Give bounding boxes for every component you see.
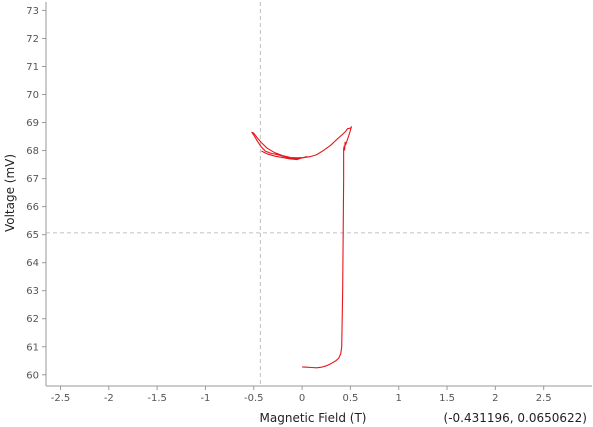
y-tick-label: 61 bbox=[26, 342, 39, 353]
y-tick-label: 63 bbox=[26, 286, 39, 297]
y-tick-label: 73 bbox=[26, 6, 39, 17]
crosshair bbox=[46, 2, 592, 386]
y-tick-label: 60 bbox=[26, 370, 39, 381]
y-tick-label: 66 bbox=[26, 202, 39, 213]
x-tick-label: -1 bbox=[200, 393, 210, 404]
y-tick-label: 67 bbox=[26, 174, 39, 185]
x-tick-label: 2.5 bbox=[536, 393, 552, 404]
x-tick-label: -2.5 bbox=[51, 393, 71, 404]
y-axis-ticks: 60 61 62 63 64 65 66 67 68 69 70 71 72 73 bbox=[26, 6, 46, 381]
axes bbox=[45, 2, 592, 387]
y-tick-label: 69 bbox=[26, 118, 39, 129]
x-axis-title: Magnetic Field (T) bbox=[260, 411, 367, 425]
x-tick-label: 0 bbox=[299, 393, 305, 404]
y-tick-label: 70 bbox=[26, 90, 39, 101]
y-tick-label: 64 bbox=[26, 258, 39, 269]
x-tick-label: -0.5 bbox=[244, 393, 264, 404]
x-tick-label: 0.5 bbox=[342, 393, 358, 404]
y-axis-title: Voltage (mV) bbox=[3, 154, 17, 232]
y-tick-label: 68 bbox=[26, 146, 39, 157]
x-tick-label: -1.5 bbox=[147, 393, 167, 404]
x-tick-label: 2 bbox=[492, 393, 498, 404]
x-tick-label: 1.5 bbox=[439, 393, 455, 404]
y-tick-label: 72 bbox=[26, 34, 39, 45]
y-tick-label: 71 bbox=[26, 62, 39, 73]
x-tick-label: 1 bbox=[396, 393, 402, 404]
x-axis-ticks: -2.5 -2 -1.5 -1 -0.5 0 0.5 1 1.5 2 2.5 bbox=[51, 386, 552, 404]
y-tick-label: 65 bbox=[26, 230, 39, 241]
y-tick-label: 62 bbox=[26, 314, 39, 325]
x-tick-label: -2 bbox=[104, 393, 114, 404]
data-series bbox=[251, 126, 352, 369]
series-line bbox=[251, 126, 352, 369]
cursor-coordinate-readout: (-0.431196, 0.0650622) bbox=[444, 411, 587, 425]
